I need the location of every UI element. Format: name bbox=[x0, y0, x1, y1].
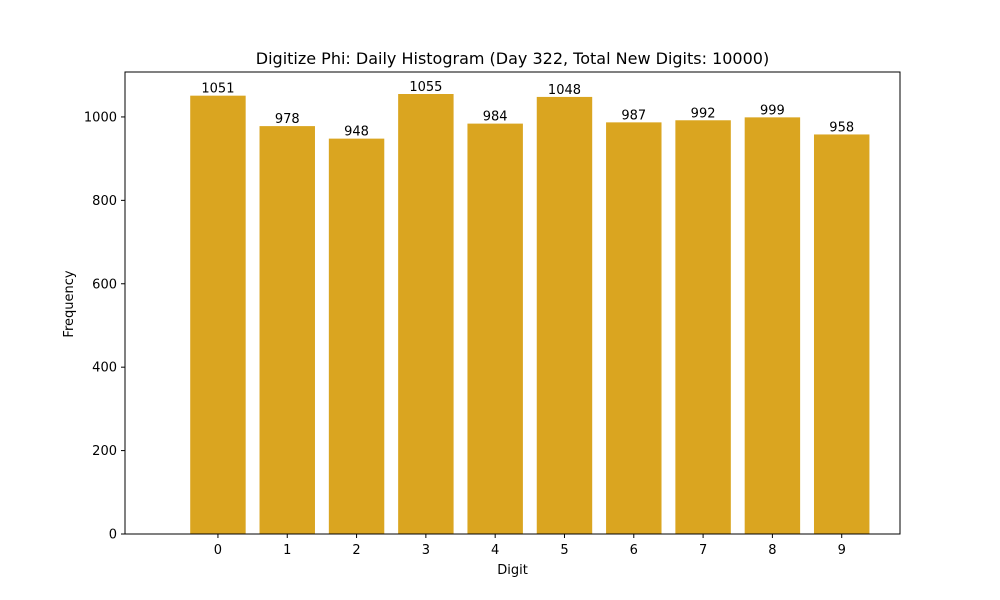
bar-digit-6 bbox=[606, 122, 662, 534]
bar-digit-9 bbox=[813, 134, 870, 535]
bar-digit-1 bbox=[259, 126, 315, 535]
bars-group bbox=[190, 94, 870, 535]
x-tick-label: 9 bbox=[838, 543, 846, 558]
data-label-digit-8: 999 bbox=[760, 103, 785, 118]
x-tick-label: 4 bbox=[491, 543, 499, 558]
data-label-digit-3: 1055 bbox=[409, 80, 442, 95]
x-axis: 0 1 2 3 4 5 6 7 8 9 bbox=[214, 534, 846, 558]
bar-digit-5 bbox=[536, 96, 593, 534]
y-axis-label: Frequency bbox=[62, 270, 77, 337]
data-label-digit-2: 948 bbox=[344, 125, 369, 140]
data-label-digit-5: 1048 bbox=[548, 83, 581, 98]
y-tick-label: 400 bbox=[92, 361, 117, 376]
chart-title: Digitize Phi: Daily Histogram (Day 322, … bbox=[256, 49, 769, 68]
bar-digit-3 bbox=[398, 94, 454, 534]
y-tick-label: 800 bbox=[92, 194, 117, 209]
y-tick-label: 0 bbox=[109, 528, 117, 543]
x-tick-label: 2 bbox=[352, 543, 360, 558]
data-label-digit-9: 958 bbox=[829, 120, 854, 135]
bar-digit-2 bbox=[328, 138, 385, 534]
plot-frame bbox=[124, 71, 901, 535]
x-tick-label: 5 bbox=[560, 543, 568, 558]
x-tick-label: 6 bbox=[630, 543, 638, 558]
data-label-digit-7: 992 bbox=[691, 106, 716, 121]
y-axis: 0 200 400 600 800 1000 bbox=[84, 110, 125, 543]
data-label-digit-4: 984 bbox=[483, 110, 508, 125]
y-tick-label: 1000 bbox=[84, 110, 117, 125]
x-tick-label: 3 bbox=[422, 543, 430, 558]
x-axis-label: Digit bbox=[497, 563, 528, 578]
y-tick-label: 600 bbox=[92, 277, 117, 292]
bar-digit-0 bbox=[190, 95, 246, 534]
data-label-digit-1: 978 bbox=[275, 112, 300, 127]
data-label-digit-0: 1051 bbox=[201, 82, 234, 97]
x-tick-label: 1 bbox=[283, 543, 291, 558]
y-tick-label: 200 bbox=[92, 444, 117, 459]
bar-digit-4 bbox=[467, 123, 523, 534]
x-tick-label: 8 bbox=[768, 543, 776, 558]
bar-digit-8 bbox=[744, 117, 801, 534]
bar-digit-7 bbox=[675, 120, 731, 535]
data-labels-group: 1051 978 948 1055 984 1048 987 992 999 958 bbox=[201, 80, 854, 140]
x-tick-label: 7 bbox=[699, 543, 707, 558]
data-label-digit-6: 987 bbox=[621, 108, 646, 123]
x-tick-label: 0 bbox=[214, 543, 222, 558]
